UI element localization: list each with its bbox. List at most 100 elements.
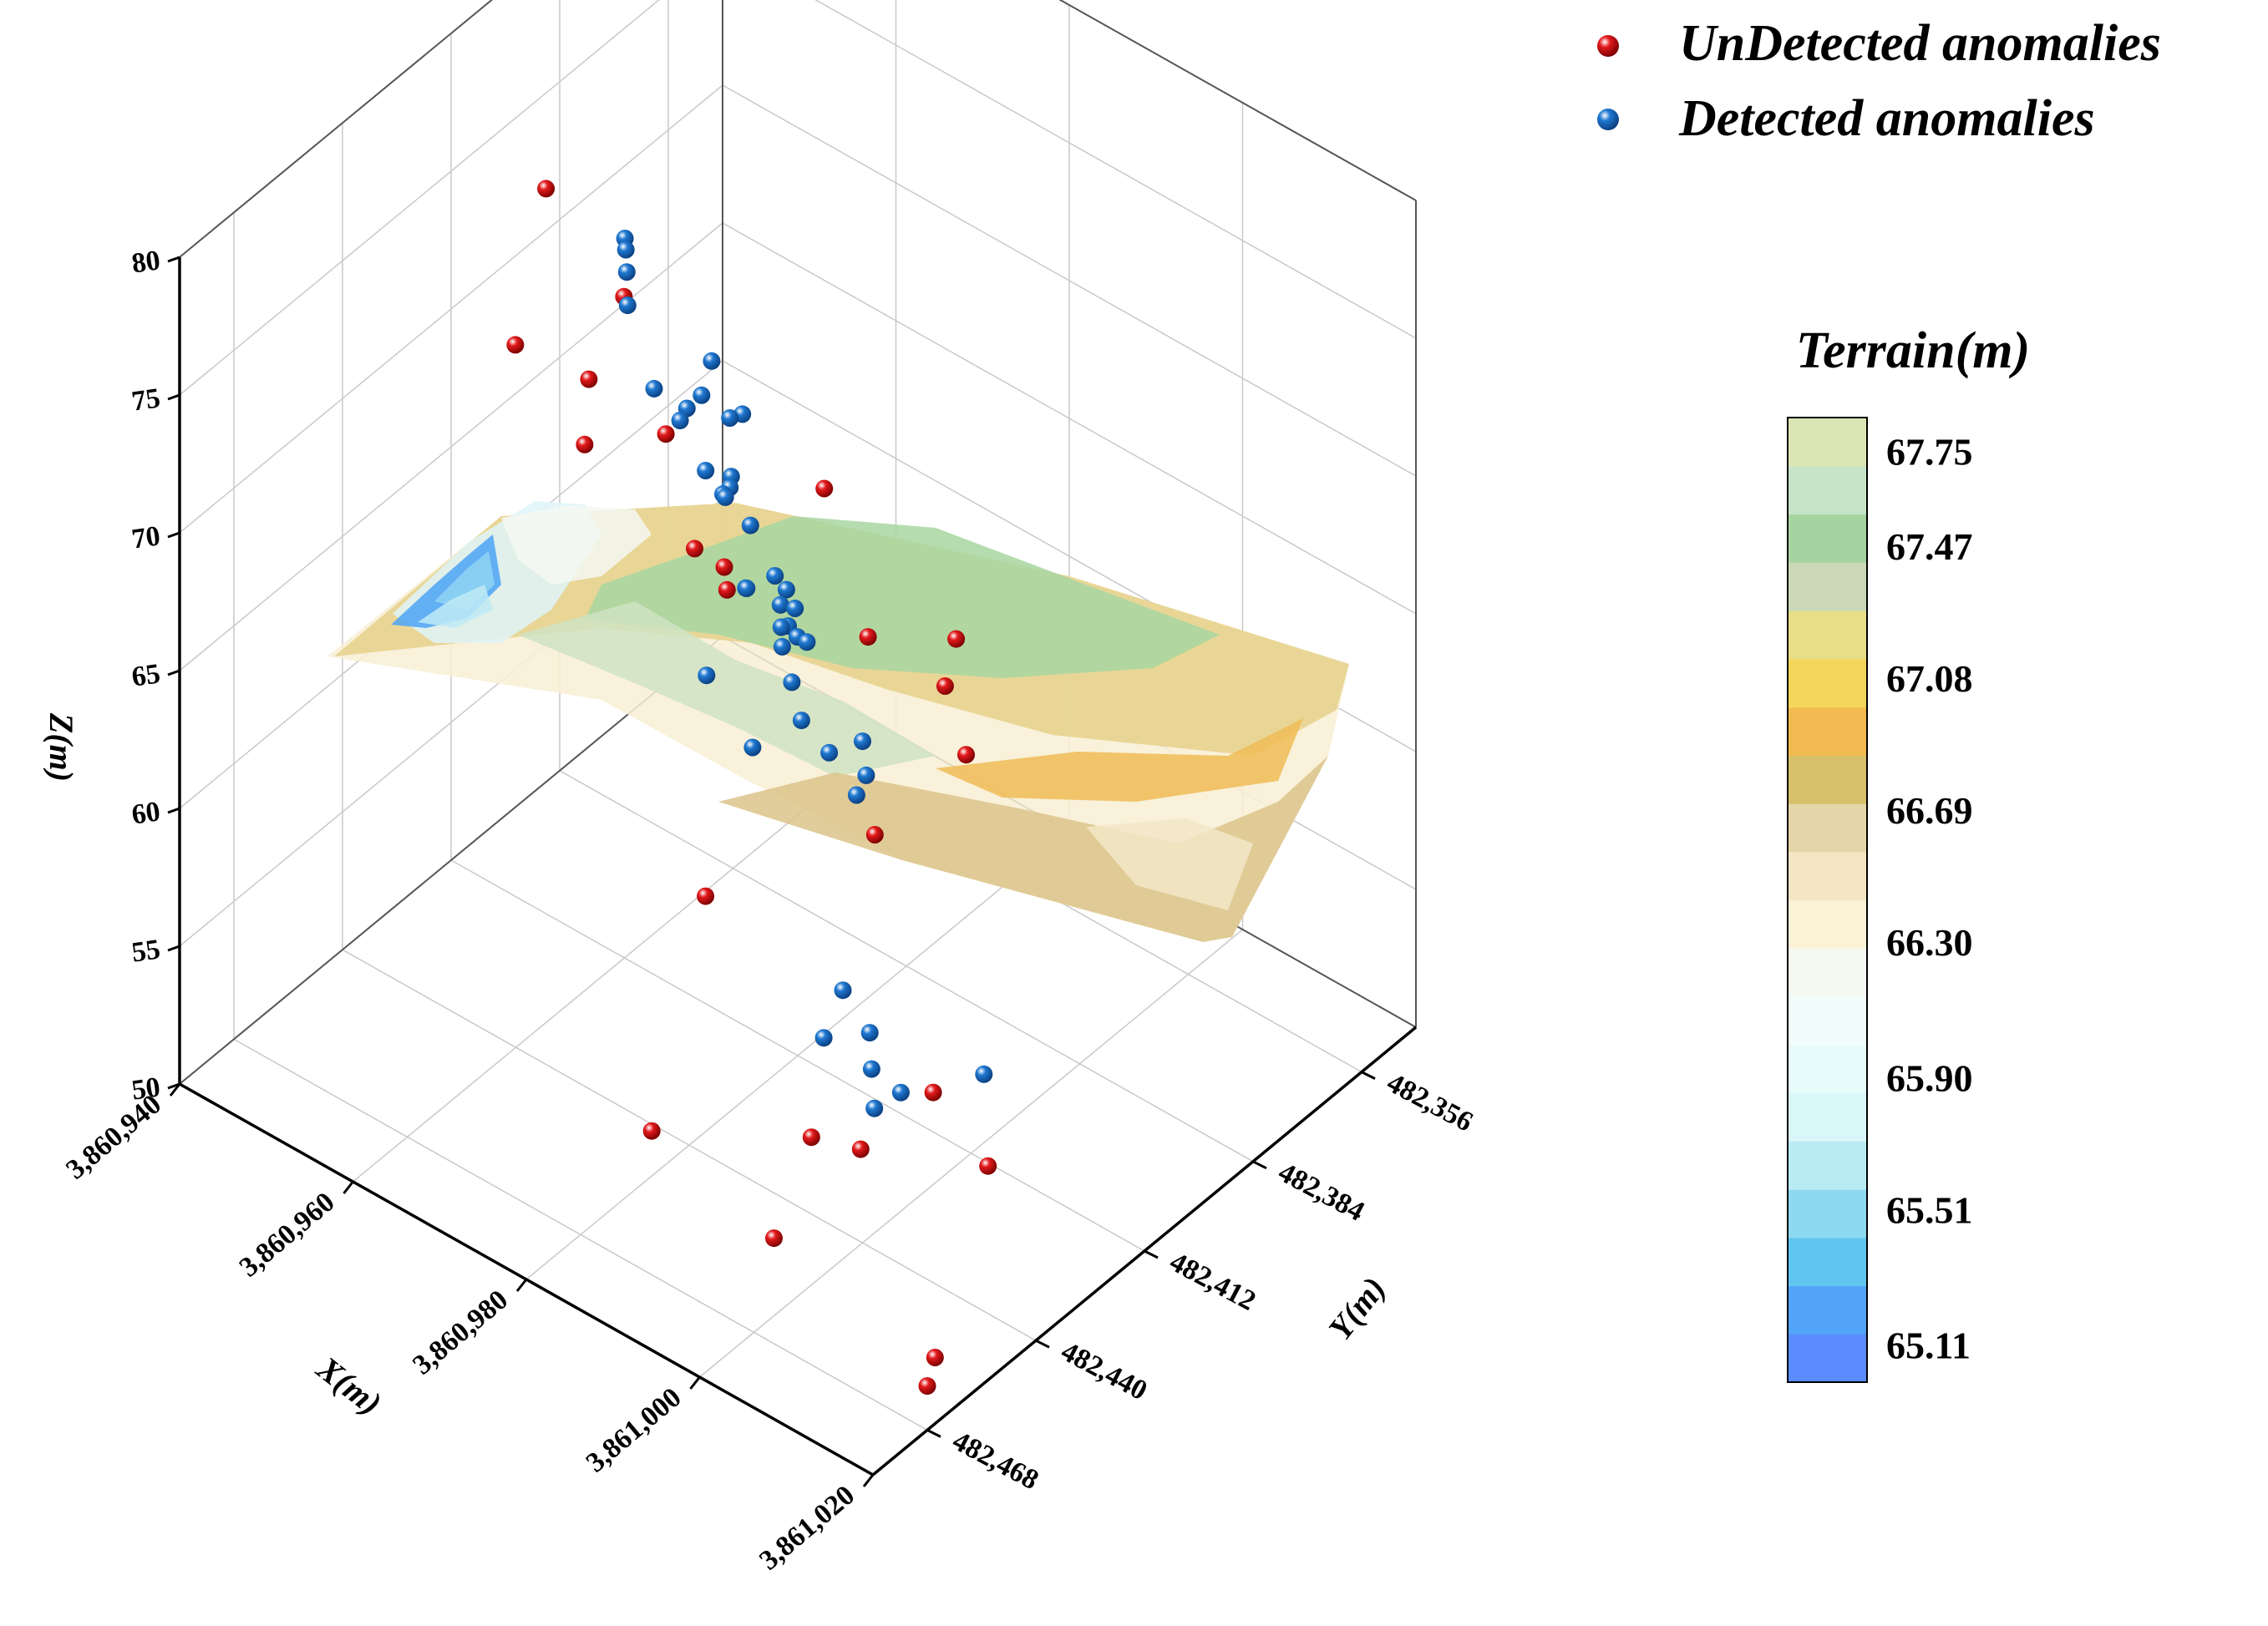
- colorbar-band: [1788, 1092, 1867, 1142]
- detected-anomaly-point: [697, 462, 715, 479]
- undetected-anomaly-point: [765, 1229, 783, 1248]
- detected-anomaly-point: [716, 488, 734, 506]
- colorbar-band: [1788, 1285, 1867, 1335]
- data-points: [506, 180, 997, 1396]
- detected-anomaly-point: [834, 981, 852, 1000]
- legend-marker-detected: [1597, 109, 1619, 130]
- undetected-anomaly-point: [686, 539, 703, 558]
- y-axis-title: Y(m): [1321, 1269, 1393, 1346]
- grid-line: [179, 84, 723, 534]
- colorbar-band: [1788, 803, 1867, 853]
- z-tick-label: 80: [129, 245, 162, 279]
- detected-anomaly-point: [854, 732, 871, 751]
- colorbar-band: [1788, 465, 1867, 515]
- terrain-surface-patch: [518, 601, 936, 777]
- x-tick: [862, 1474, 875, 1487]
- detected-anomaly-point: [618, 296, 637, 315]
- detected-anomaly-point: [862, 1060, 880, 1078]
- axis-line: [179, 0, 494, 258]
- undetected-anomaly-point: [697, 887, 715, 905]
- undetected-anomaly-point: [657, 425, 675, 443]
- grid-line: [233, 1038, 928, 1431]
- x-tick-label: 3,860,960: [234, 1187, 341, 1284]
- colorbar-band: [1788, 418, 1867, 467]
- grid-line: [559, 770, 1254, 1163]
- z-tick: [167, 807, 180, 814]
- y-tick: [1361, 1071, 1376, 1080]
- y-tick-label: 482,468: [947, 1426, 1043, 1497]
- axis-line: [1058, 0, 1417, 201]
- y-tick: [1144, 1249, 1159, 1259]
- undetected-anomaly-point: [715, 558, 733, 576]
- colorbar-band: [1788, 1189, 1867, 1238]
- undetected-anomaly-point: [859, 628, 877, 646]
- detected-anomaly-point: [743, 738, 762, 757]
- y-tick: [1252, 1160, 1267, 1170]
- grid-line: [722, 84, 1417, 477]
- x-axis-title: X(m): [309, 1348, 389, 1422]
- z-tick-label: 55: [129, 934, 162, 968]
- colorbar-band: [1788, 562, 1867, 611]
- colorbar: Terrain(m) 67.75 67.47 67.08 66.69 66.30 65.9…: [1787, 322, 2030, 1383]
- terrain-surface-patch: [501, 505, 652, 585]
- colorbar-tick-label: 65.51: [1886, 1188, 1973, 1231]
- detected-anomaly-point: [847, 786, 865, 804]
- undetected-anomaly-point: [918, 1377, 936, 1396]
- detected-anomaly-point: [721, 409, 739, 427]
- legend-marker-undetected: [1597, 35, 1619, 57]
- detected-anomaly-point: [792, 712, 810, 730]
- z-tick: [167, 256, 180, 263]
- colorbar-band: [1788, 707, 1867, 756]
- colorbar-tick-label: 67.47: [1886, 525, 1973, 568]
- colorbar-band: [1788, 851, 1867, 901]
- undetected-anomaly-point: [576, 435, 594, 453]
- colorbar-band: [1788, 1334, 1867, 1383]
- x-tick-label: 3,860,940: [60, 1089, 167, 1186]
- detected-anomaly-point: [771, 595, 789, 614]
- detected-anomaly-point: [975, 1065, 993, 1083]
- y-tick: [926, 1429, 941, 1438]
- undetected-anomaly-point: [642, 1122, 661, 1140]
- colorbar-band: [1788, 755, 1867, 804]
- detected-anomaly-point: [857, 766, 875, 784]
- colorbar-band: [1788, 996, 1867, 1046]
- z-tick: [167, 945, 180, 952]
- legend-label-detected: Detected anomalies: [1678, 90, 2095, 147]
- z-tick-label: 70: [129, 520, 162, 555]
- colorbar-band: [1788, 610, 1867, 660]
- colorbar-band: [1788, 658, 1867, 708]
- y-tick-label: 482,356: [1382, 1067, 1478, 1138]
- undetected-anomaly-point: [936, 677, 954, 695]
- undetected-anomaly-point: [580, 370, 598, 388]
- terrain-surface-patch: [1086, 818, 1253, 910]
- detected-anomaly-point: [786, 600, 804, 617]
- undetected-anomaly-point: [815, 479, 834, 498]
- detected-anomaly-point: [820, 743, 839, 762]
- x-tick: [689, 1376, 701, 1390]
- detected-anomaly-point: [798, 633, 816, 651]
- grid-line: [179, 0, 660, 396]
- x-tick-label: 3,860,980: [407, 1284, 514, 1381]
- undetected-anomaly-point: [957, 746, 975, 764]
- z-tick: [167, 669, 180, 676]
- grid-line: [814, 0, 1417, 339]
- legend: UnDetected anomalies Detected anomalies: [1597, 15, 2161, 147]
- colorbar-title: Terrain(m): [1796, 322, 2030, 379]
- detected-anomaly-point: [671, 412, 689, 429]
- grid-line: [722, 222, 1417, 615]
- terrain-surface-patch: [936, 718, 1303, 802]
- tick-labels: 50 55 60 65 70 75 80 3,860,940 3,860,960 3,860,98…: [60, 245, 1478, 1576]
- z-tick: [167, 393, 180, 401]
- detected-anomaly-point: [783, 673, 801, 691]
- undetected-anomaly-point: [926, 1349, 944, 1366]
- z-axis-title: Z(m): [43, 712, 80, 782]
- terrain-surface: [327, 501, 1349, 942]
- undetected-anomaly-point: [802, 1128, 820, 1147]
- detected-anomaly-point: [738, 580, 756, 597]
- detected-anomaly-point: [777, 580, 795, 599]
- colorbar-tick-label: 67.75: [1886, 431, 1973, 474]
- colorbar-frame: [1787, 417, 1868, 1383]
- z-tick-label: 60: [129, 796, 162, 830]
- undetected-anomaly-point: [865, 826, 884, 843]
